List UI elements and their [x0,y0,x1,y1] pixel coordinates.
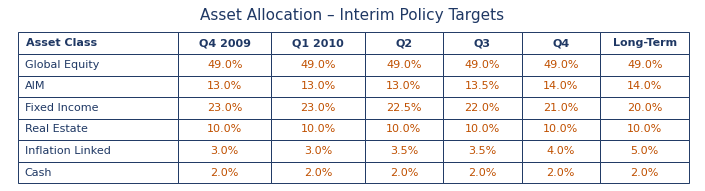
Text: 5.0%: 5.0% [630,146,659,156]
Bar [18,97,178,119]
Bar [443,140,522,162]
Text: Q1 2010: Q1 2010 [293,38,344,48]
Bar [443,119,522,140]
Bar [271,162,364,183]
Text: 10.0%: 10.0% [627,125,662,134]
Text: 3.5%: 3.5% [468,146,496,156]
Bar [271,119,364,140]
Text: 2.0%: 2.0% [304,168,332,178]
Bar [600,119,689,140]
Bar [178,97,271,119]
Text: 3.5%: 3.5% [390,146,418,156]
Text: Q3: Q3 [474,38,491,48]
Text: Global Equity: Global Equity [25,60,99,70]
Bar [600,32,689,54]
Bar [364,76,443,97]
Text: 49.0%: 49.0% [465,60,500,70]
Bar [18,54,178,76]
Bar [600,54,689,76]
Text: 3.0%: 3.0% [211,146,239,156]
Text: 10.0%: 10.0% [300,125,336,134]
Text: 2.0%: 2.0% [546,168,575,178]
Text: 14.0%: 14.0% [543,81,578,91]
Text: AIM: AIM [25,81,45,91]
Bar [18,76,178,97]
Text: 21.0%: 21.0% [543,103,578,113]
Text: 13.0%: 13.0% [207,81,243,91]
Text: 10.0%: 10.0% [207,125,243,134]
Bar [364,162,443,183]
Text: 49.0%: 49.0% [386,60,422,70]
Bar [600,76,689,97]
Bar [364,32,443,54]
Text: Q2: Q2 [396,38,412,48]
Bar [271,32,364,54]
Text: Fixed Income: Fixed Income [25,103,98,113]
Bar [443,76,522,97]
Text: 14.0%: 14.0% [627,81,663,91]
Bar [522,140,600,162]
Text: 10.0%: 10.0% [386,125,422,134]
Text: Cash: Cash [25,168,52,178]
Text: Real Estate: Real Estate [25,125,87,134]
Bar [443,162,522,183]
Bar [522,54,600,76]
Bar [522,32,600,54]
Bar [178,32,271,54]
Bar [271,97,364,119]
Text: 49.0%: 49.0% [300,60,336,70]
Text: 23.0%: 23.0% [207,103,243,113]
Bar [271,140,364,162]
Text: 22.5%: 22.5% [386,103,422,113]
Bar [178,162,271,183]
Bar [522,76,600,97]
Bar [522,97,600,119]
Text: 2.0%: 2.0% [211,168,239,178]
Bar [18,32,178,54]
Text: Asset Class: Asset Class [26,38,97,48]
Text: 49.0%: 49.0% [543,60,579,70]
Text: 22.0%: 22.0% [465,103,500,113]
Bar [522,119,600,140]
Text: 2.0%: 2.0% [630,168,659,178]
Bar [443,32,522,54]
Text: 4.0%: 4.0% [546,146,575,156]
Bar [364,97,443,119]
Text: 13.0%: 13.0% [300,81,336,91]
Bar [178,54,271,76]
Bar [364,54,443,76]
Text: 49.0%: 49.0% [627,60,663,70]
Text: 2.0%: 2.0% [390,168,418,178]
Bar [364,140,443,162]
Text: 20.0%: 20.0% [627,103,663,113]
Text: 23.0%: 23.0% [300,103,336,113]
Bar [271,76,364,97]
Text: 10.0%: 10.0% [465,125,500,134]
Bar [522,162,600,183]
Bar [443,54,522,76]
Text: 2.0%: 2.0% [468,168,496,178]
Text: 10.0%: 10.0% [543,125,578,134]
Bar [18,140,178,162]
Text: 13.5%: 13.5% [465,81,500,91]
Text: 13.0%: 13.0% [386,81,422,91]
Bar [178,140,271,162]
Bar [364,119,443,140]
Bar [178,119,271,140]
Bar [600,162,689,183]
Text: Asset Allocation – Interim Policy Targets: Asset Allocation – Interim Policy Target… [200,8,505,23]
Text: Q4 2009: Q4 2009 [199,38,251,48]
Bar [271,54,364,76]
Text: 3.0%: 3.0% [304,146,332,156]
Text: Long-Term: Long-Term [613,38,677,48]
Text: Q4: Q4 [552,38,570,48]
Bar [178,76,271,97]
Text: Inflation Linked: Inflation Linked [25,146,111,156]
Bar [600,97,689,119]
Bar [18,162,178,183]
Bar [443,97,522,119]
Bar [18,119,178,140]
Bar [600,140,689,162]
Text: 49.0%: 49.0% [207,60,243,70]
